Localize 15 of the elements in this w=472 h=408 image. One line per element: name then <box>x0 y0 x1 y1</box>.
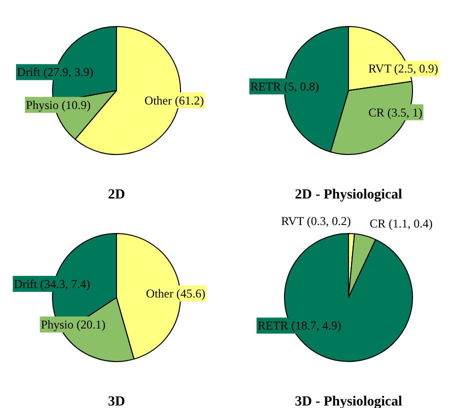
text: 2D <box>108 188 126 202</box>
slice-label: Drift (27.9, 3.9) <box>17 65 94 80</box>
slice-label: CR (3.5, 1) <box>368 105 422 120</box>
slice-label: CR (1.1, 0.4) <box>370 216 433 230</box>
text: 3D <box>108 394 126 408</box>
slice-label: RVT (2.5, 0.9) <box>368 62 438 76</box>
slice-label: Drift (34.3, 7.4) <box>14 276 90 291</box>
slice-label: Other (61.2) <box>144 93 204 108</box>
slice-label: RETR (18.7, 4.9) <box>258 318 342 333</box>
slice-label: Other (45.6) <box>146 286 206 301</box>
slice-label: Physio (20.1) <box>40 318 106 332</box>
slice-label: RVT (0.3, 0.2) <box>281 214 351 228</box>
slice-label: RETR (5, 0.8) <box>250 79 320 94</box>
slice-label: Physio (10.9) <box>26 98 91 112</box>
text: 2D - Physiological <box>294 188 402 202</box>
